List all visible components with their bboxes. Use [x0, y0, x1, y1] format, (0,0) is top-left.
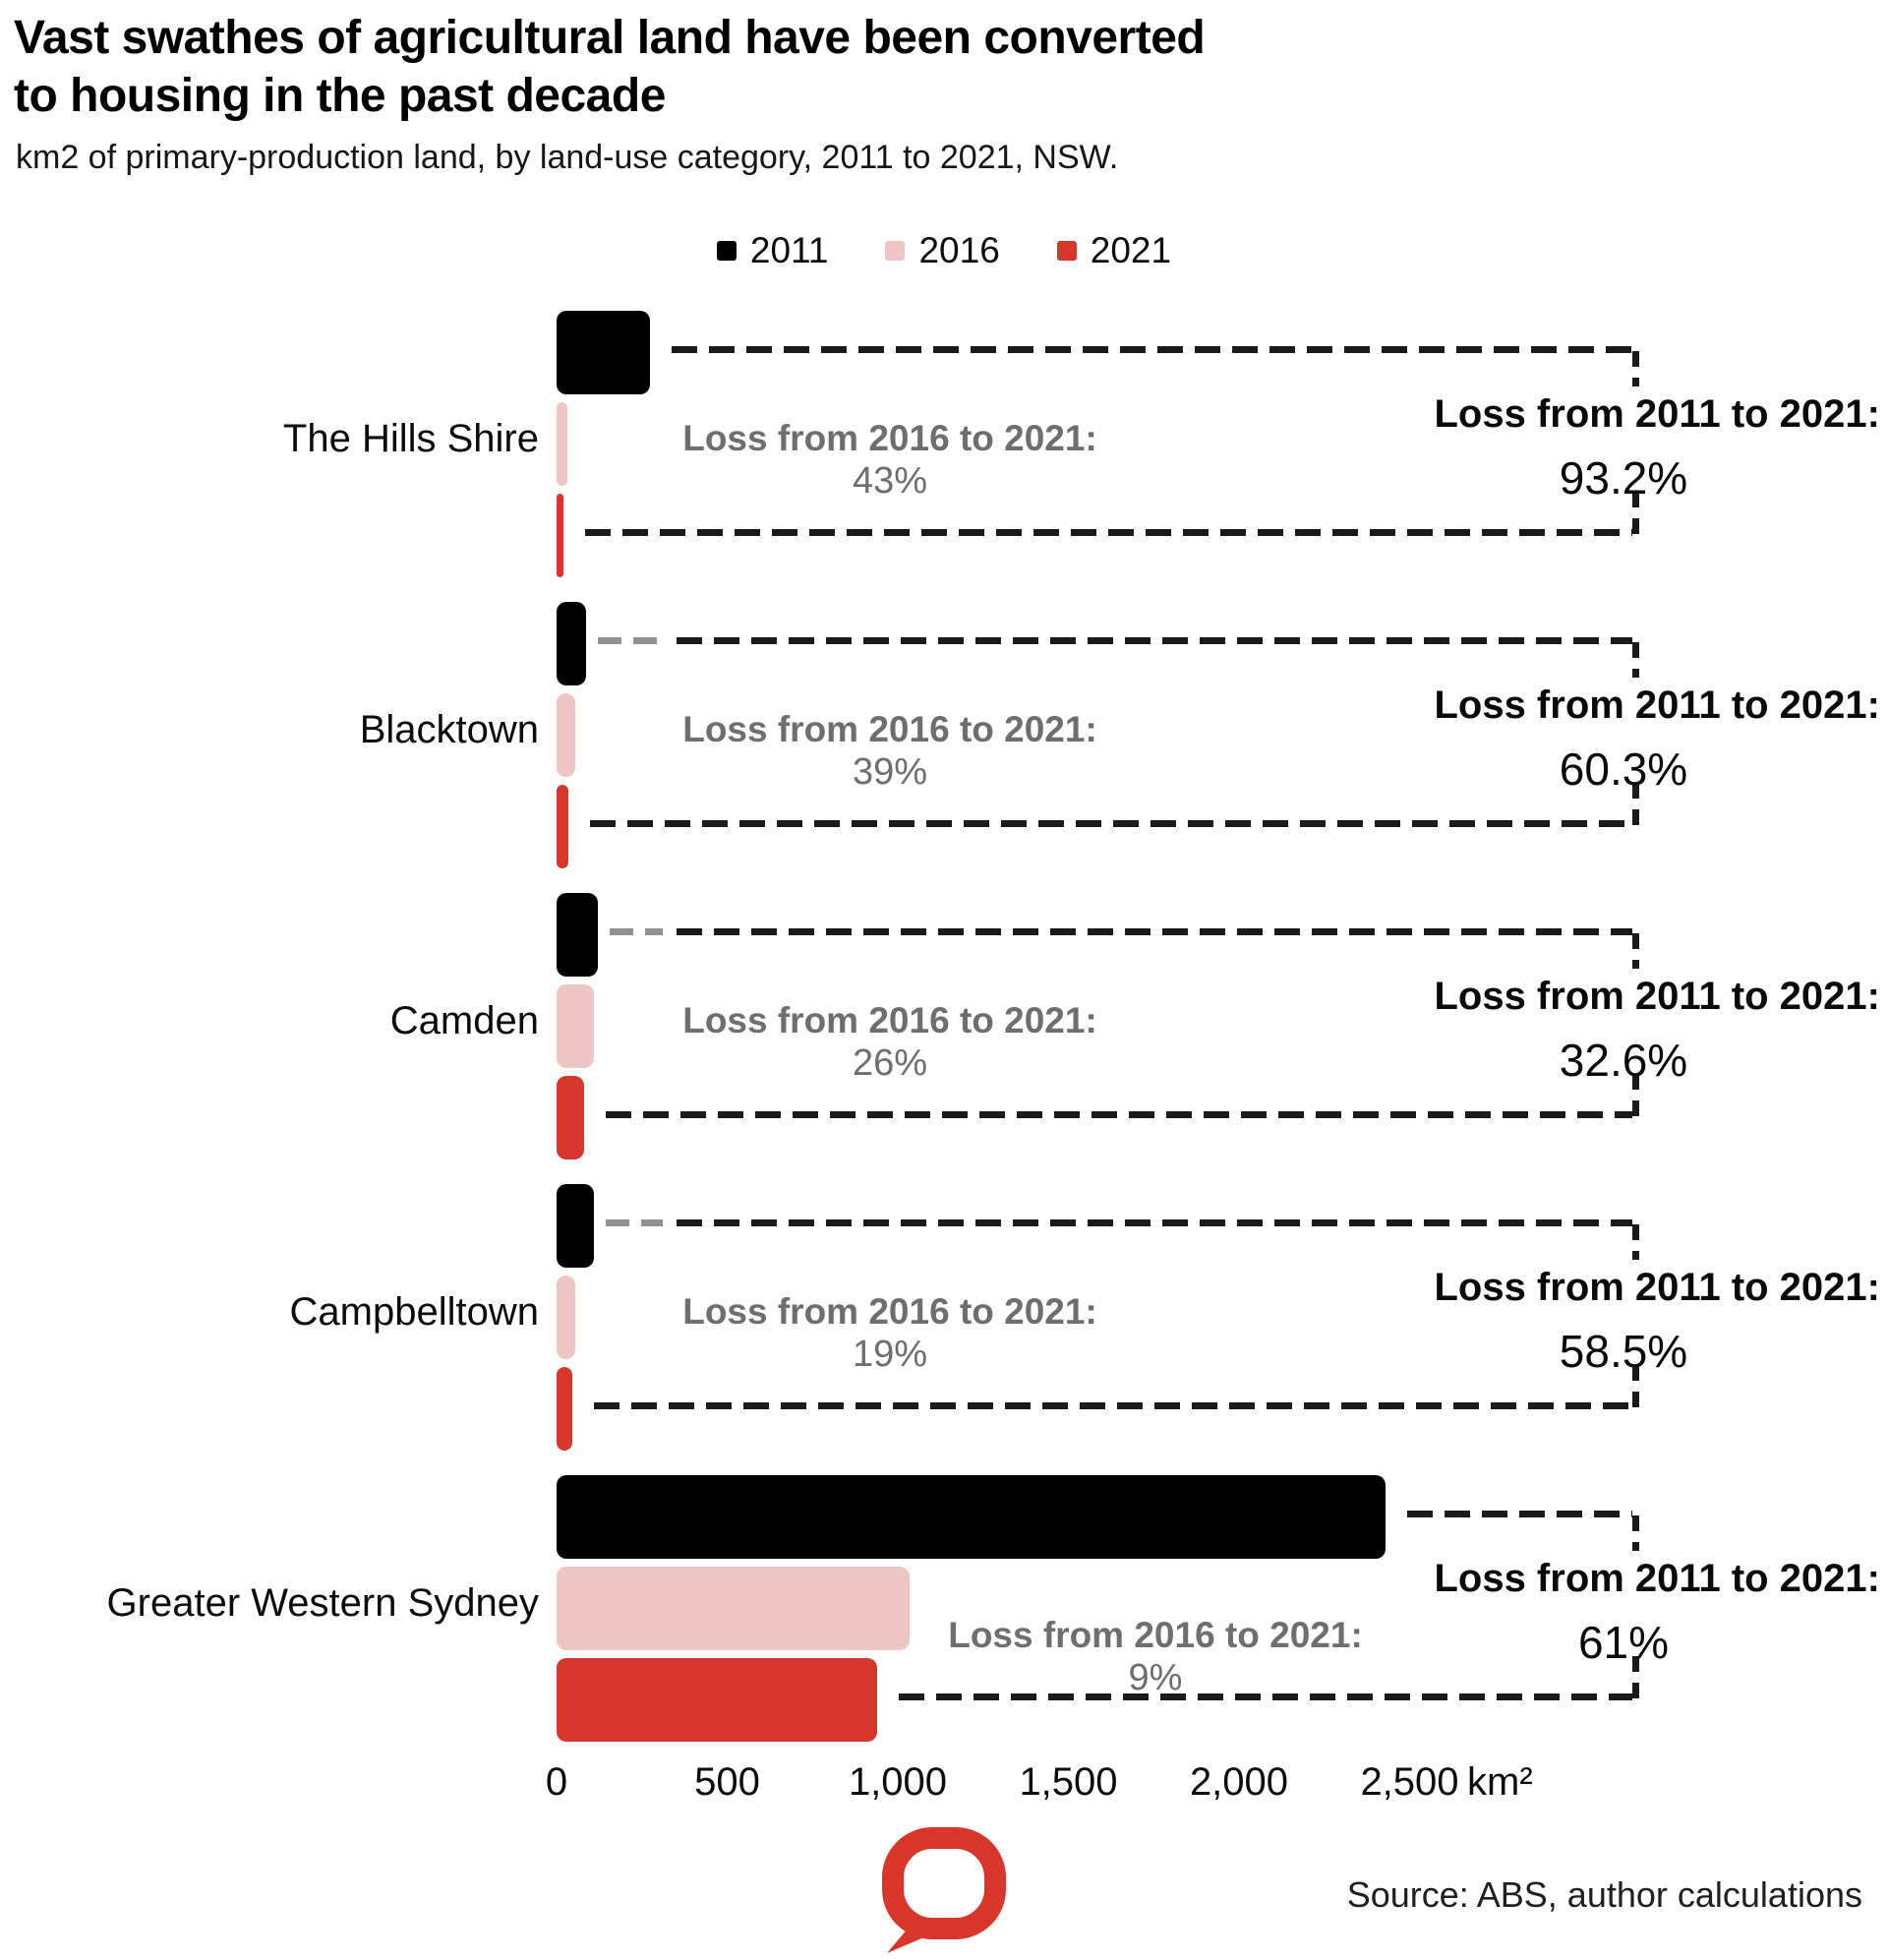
legend-label: 2021 — [1090, 230, 1172, 270]
category-label: Greater Western Sydney — [106, 1581, 539, 1625]
loss-2016-2021-label: Loss from 2016 to 2021: — [948, 1615, 1363, 1655]
loss-2011-2021-label: Loss from 2011 to 2021: — [1434, 1266, 1880, 1309]
x-tick-label: 2,500 — [1360, 1760, 1459, 1804]
connector-vertical-bottom — [1632, 1656, 1639, 1698]
x-axis-unit: km² — [1467, 1760, 1533, 1804]
connector-vertical-bottom — [1632, 1365, 1639, 1407]
connector-2021 — [594, 1402, 1632, 1409]
loss-2011-2021-value: 32.6% — [1559, 1035, 1688, 1086]
connector-2011 — [1407, 1511, 1632, 1517]
bar-2021 — [557, 785, 568, 868]
legend-item-2021: 2021 — [1056, 230, 1172, 271]
loss-2016-2021-value: 19% — [852, 1334, 928, 1375]
bar-2016 — [557, 1567, 910, 1650]
x-tick-label: 500 — [694, 1760, 760, 1804]
loss-2016-2021-label: Loss from 2016 to 2021: — [682, 709, 1097, 749]
loss-2011-2021-label: Loss from 2011 to 2021: — [1434, 392, 1880, 436]
loss-2016-2021-label: Loss from 2016 to 2021: — [682, 1291, 1097, 1332]
legend-swatch-2016 — [885, 241, 906, 261]
legend-swatch-2021 — [1056, 241, 1077, 261]
x-tick-label: 2,000 — [1189, 1760, 1289, 1804]
legend-item-2016: 2016 — [885, 230, 1000, 271]
connector-vertical-bottom — [1632, 783, 1639, 825]
bar-2011 — [557, 893, 598, 977]
loss-2016-2021-label: Loss from 2016 to 2021: — [682, 1000, 1097, 1040]
connector-2011-gray — [598, 637, 663, 644]
legend-item-2011: 2011 — [716, 230, 829, 271]
publisher-logo speech-bubble-icon — [882, 1827, 1006, 1953]
loss-2011-2021-label: Loss from 2011 to 2021: — [1434, 1557, 1880, 1600]
loss-2016-2021-value: 26% — [852, 1042, 928, 1084]
loss-2011-2021-label: Loss from 2011 to 2021: — [1434, 683, 1880, 727]
loss-2011-2021-label: Loss from 2011 to 2021: — [1434, 975, 1880, 1018]
legend-label: 2016 — [918, 230, 1000, 270]
loss-2011-2021-value: 58.5% — [1559, 1326, 1688, 1377]
bar-2016 — [557, 984, 594, 1068]
connector-2021 — [590, 820, 1632, 827]
bar-2011 — [557, 602, 586, 685]
connector-vertical-top — [1632, 1515, 1639, 1551]
loss-2011-2021-value: 61% — [1577, 1617, 1670, 1668]
category-label: Campbelltown — [289, 1290, 539, 1334]
connector-2011 — [672, 346, 1632, 353]
connector-2011 — [677, 928, 1632, 935]
chart-subtitle: km2 of primary-production land, by land-… — [16, 139, 1119, 176]
source-note: Source: ABS, author calculations — [1346, 1874, 1862, 1915]
category-label: Blacktown — [359, 708, 539, 751]
loss-2011-2021-value: 60.3% — [1559, 743, 1688, 795]
connector-vertical-top — [1632, 351, 1639, 386]
connector-vertical-bottom — [1632, 492, 1639, 534]
connector-2011 — [677, 637, 1632, 644]
chart-title: Vast swathes of agricultural land have b… — [14, 12, 1206, 122]
bar-2021 — [557, 1658, 877, 1742]
bar-2016 — [557, 402, 567, 486]
connector-2011-gray — [606, 1219, 663, 1226]
connector-vertical-bottom — [1632, 1074, 1639, 1116]
connector-2011 — [677, 1219, 1632, 1226]
loss-2016-2021-label: Loss from 2016 to 2021: — [682, 418, 1097, 458]
legend: 2011 2016 2021 — [0, 228, 1888, 273]
x-axis: 0 500 1,000 1,500 2,000 2,500 km² — [0, 0, 1888, 1804]
connector-2021 — [899, 1693, 1632, 1700]
bar-2016 — [557, 1276, 575, 1359]
connector-2021 — [585, 529, 1632, 536]
bar-2021 — [557, 494, 563, 577]
x-tick-label: 1,000 — [848, 1760, 948, 1804]
x-tick-label: 0 — [545, 1760, 568, 1804]
bar-2021 — [557, 1367, 572, 1451]
bar-2011 — [557, 1184, 594, 1268]
connector-2011-gray — [610, 928, 663, 935]
bar-2016 — [557, 693, 575, 777]
connector-vertical-top — [1632, 1224, 1639, 1260]
x-tick-label: 1,500 — [1019, 1760, 1118, 1804]
loss-2011-2021-value: 93.2% — [1559, 452, 1688, 504]
legend-swatch-2011 — [716, 241, 737, 261]
category-label: Camden — [389, 999, 539, 1042]
connector-2021 — [606, 1111, 1632, 1118]
bar-2021 — [557, 1076, 584, 1159]
bar-2011 — [557, 1475, 1386, 1559]
connector-vertical-top — [1632, 642, 1639, 678]
connector-vertical-top — [1632, 933, 1639, 969]
bar-2011 — [557, 311, 650, 394]
legend-label: 2011 — [749, 230, 829, 270]
loss-2016-2021-value: 39% — [852, 751, 928, 793]
loss-2016-2021-value: 9% — [1128, 1657, 1183, 1698]
plot-area: The Hills Shire Loss from 2011 to 2021: 93… — [107, 311, 1880, 1742]
loss-2016-2021-value: 43% — [852, 460, 928, 502]
category-label: The Hills Shire — [282, 417, 539, 460]
